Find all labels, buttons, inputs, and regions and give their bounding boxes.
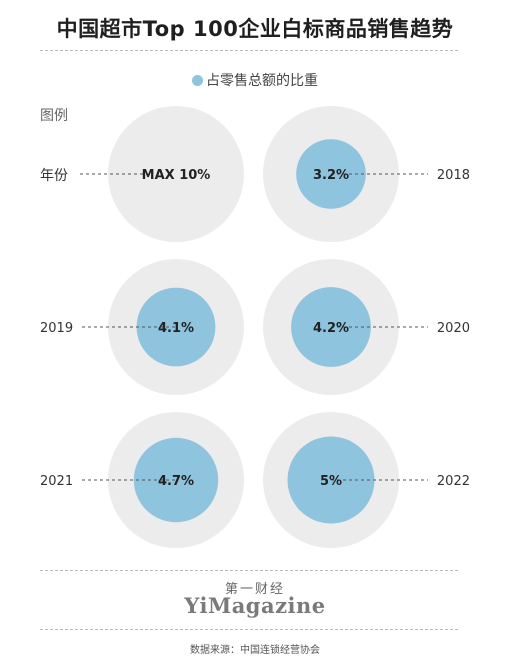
legend-max-label: MAX 10%: [142, 168, 211, 183]
legend-max-circle: [108, 106, 244, 242]
legend-swatch: [192, 75, 203, 86]
bubble-2019: [136, 287, 216, 367]
year-label-2019: 2019: [40, 321, 73, 336]
brand-chinese: 第一财经: [224, 582, 285, 597]
top-divider: [40, 50, 458, 51]
chart-title: 中国超市Top 100企业白标商品销售趋势: [56, 17, 454, 41]
bottom-divider: [40, 570, 458, 571]
year-label-2021: 2021: [40, 474, 73, 489]
year-label-2020: 2020: [437, 321, 470, 336]
brand-logo: YiMagazine: [184, 593, 326, 618]
year-label-2022: 2022: [437, 474, 470, 489]
value-label-2022: 5%: [320, 474, 342, 489]
series-legend: 占零售总额的比重: [0, 70, 510, 90]
value-label-2021: 4.7%: [158, 474, 194, 489]
value-label-2018: 3.2%: [313, 168, 349, 183]
bubble-2021: [133, 437, 219, 523]
source-note: 数据来源：中国连锁经营协会: [190, 645, 320, 656]
footer-divider: [40, 629, 458, 630]
series-legend-label: 占零售总额的比重: [206, 73, 318, 89]
value-label-2020: 4.2%: [313, 321, 349, 336]
year-label-2018: 2018: [437, 168, 470, 183]
legend-title: 图例: [40, 108, 68, 124]
legend-year-label: 年份: [40, 168, 68, 184]
value-label-2019: 4.1%: [158, 321, 194, 336]
